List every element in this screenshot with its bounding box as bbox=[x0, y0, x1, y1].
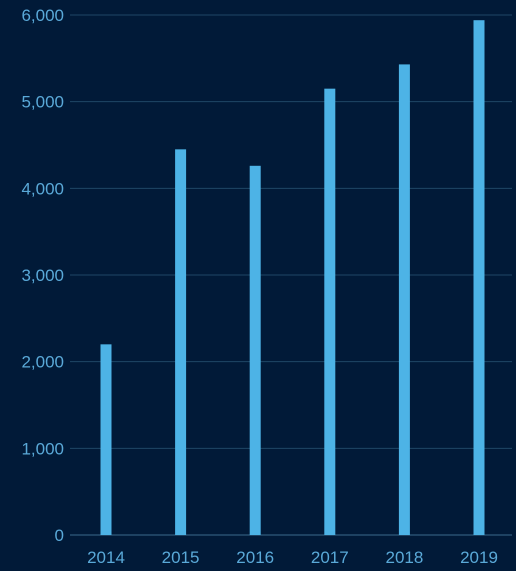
x-tick-label: 2015 bbox=[162, 548, 200, 567]
y-tick-label: 3,000 bbox=[21, 266, 64, 285]
bar-2019 bbox=[473, 20, 485, 535]
bars bbox=[100, 20, 485, 536]
x-axis-ticks: 2014 2015 2016 2017 2018 2019 bbox=[87, 548, 498, 567]
y-tick-label: 5,000 bbox=[21, 93, 64, 112]
gridlines bbox=[70, 14, 512, 536]
bar-2018 bbox=[398, 64, 410, 536]
bar-2015 bbox=[175, 149, 187, 536]
y-axis-ticks: 0 1,000 2,000 3,000 4,000 5,000 6,000 bbox=[21, 6, 64, 545]
bar-2014 bbox=[100, 344, 112, 535]
y-tick-label: 0 bbox=[55, 526, 64, 545]
bar-2016 bbox=[249, 165, 261, 536]
x-tick-label: 2014 bbox=[87, 548, 125, 567]
y-tick-label: 1,000 bbox=[21, 439, 64, 458]
x-tick-label: 2017 bbox=[311, 548, 349, 567]
y-tick-label: 2,000 bbox=[21, 353, 64, 372]
x-tick-label: 2018 bbox=[385, 548, 423, 567]
bar-2017 bbox=[324, 88, 336, 536]
y-tick-label: 6,000 bbox=[21, 6, 64, 25]
y-tick-label: 4,000 bbox=[21, 179, 64, 198]
x-tick-label: 2019 bbox=[460, 548, 498, 567]
x-tick-label: 2016 bbox=[236, 548, 274, 567]
